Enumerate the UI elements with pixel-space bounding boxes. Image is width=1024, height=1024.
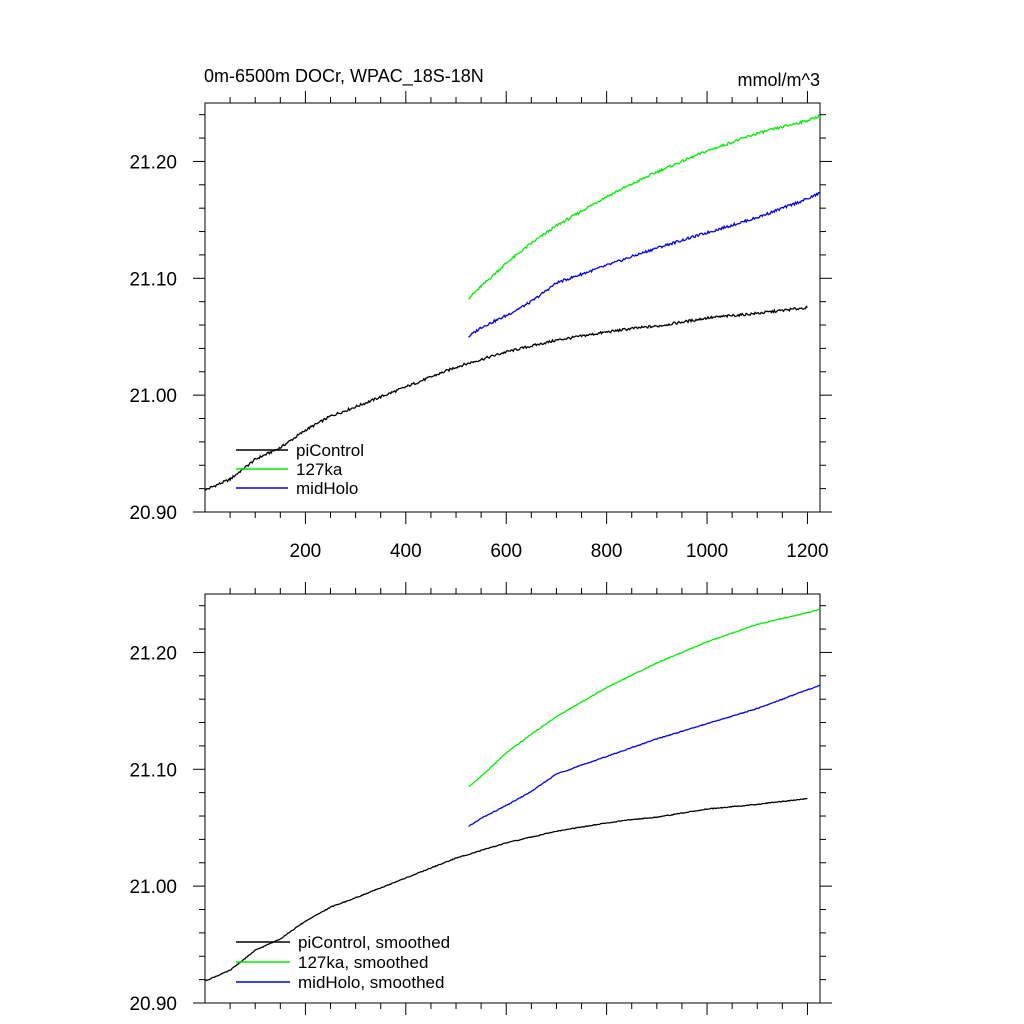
- series-line-2: [468, 684, 821, 827]
- y-tick-label: 20.90: [129, 994, 177, 1015]
- series-line-0: [205, 797, 808, 982]
- top-panel: 200 400 600 800 1000 1200 20.90 21.00 21.10 21.20…: [129, 91, 832, 562]
- x-tick-label: 600: [490, 541, 522, 562]
- x-tick-label: 1000: [686, 541, 728, 562]
- y-tick-label: 21.00: [129, 386, 177, 407]
- series-line-1: [468, 113, 821, 300]
- legend-label: midHolo, smoothed: [298, 973, 444, 992]
- x-tick-label: 200: [290, 541, 322, 562]
- plot-frame: [204, 593, 821, 1004]
- x-tick-label: 1200: [786, 541, 828, 562]
- units-label: mmol/m^3: [738, 70, 820, 90]
- series-line-2: [468, 192, 821, 338]
- y-tick-label: 21.10: [129, 269, 177, 290]
- x-tick-label: 400: [390, 541, 422, 562]
- y-tick-label: 20.90: [129, 503, 177, 524]
- legend-label: piControl, smoothed: [298, 933, 450, 952]
- plot-frame: [204, 102, 821, 513]
- legend-label: midHolo: [296, 479, 358, 498]
- y-tick-label: 21.10: [129, 760, 177, 781]
- legend-label: 127ka, smoothed: [298, 953, 428, 972]
- bottom-panel: 20.90 21.00 21.10 21.20 piControl, smoothed1…: [129, 582, 832, 1015]
- legend-label: 127ka: [296, 460, 343, 479]
- legend-label: piControl: [296, 441, 364, 460]
- x-tick-label: 800: [591, 541, 623, 562]
- chart-title: 0m-6500m DOCr, WPAC_18S-18N: [204, 66, 484, 87]
- series-line-1: [468, 608, 821, 788]
- y-tick-label: 21.00: [129, 877, 177, 898]
- series-line-0: [204, 305, 808, 491]
- y-tick-label: 21.20: [129, 643, 177, 664]
- y-tick-label: 21.20: [129, 152, 177, 173]
